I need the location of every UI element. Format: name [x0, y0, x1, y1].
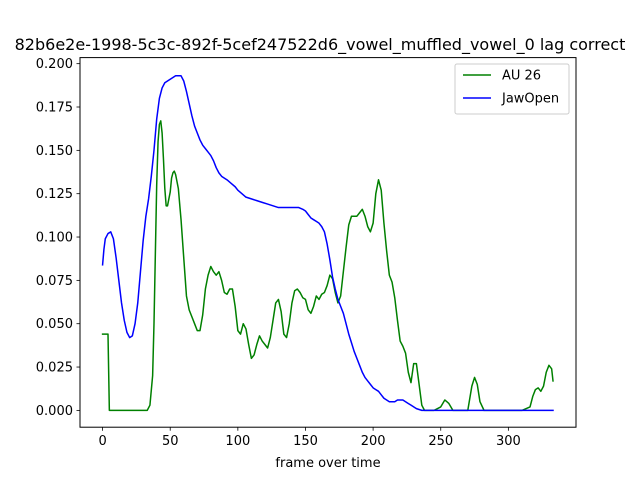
series-line-jawopen [101, 75, 554, 412]
x-axis-label: frame over time [275, 456, 380, 471]
x-tick-label: 300 [496, 434, 521, 449]
series-line-au26 [101, 120, 554, 412]
y-axis: 0.000 0.025 0.050 0.075 0.100 0.125 0.150 0.175… [36, 57, 80, 419]
legend: AU 26 JawOpen [454, 63, 570, 115]
x-axis: 0 50 100 150 200 250 300 [98, 427, 521, 449]
y-tick-label: 0.200 [36, 57, 73, 72]
series-layer [101, 75, 554, 412]
y-tick-label: 0.125 [36, 187, 73, 202]
plot-area [79, 57, 577, 428]
x-tick-label: 50 [162, 434, 179, 449]
legend-label-au26: AU 26 [502, 69, 541, 84]
y-tick-label: 0.000 [36, 404, 73, 419]
x-tick-label: 200 [361, 434, 386, 449]
legend-box [454, 63, 570, 115]
x-tick-label: 100 [225, 434, 250, 449]
legend-label-jawopen: JawOpen [501, 92, 559, 107]
chart-title: 82b6e2e-1998-5c3c-892f-5cef247522d6_vowe… [15, 35, 626, 55]
y-tick-label: 0.075 [36, 274, 73, 289]
x-tick-label: 250 [428, 434, 453, 449]
x-tick-label: 150 [293, 434, 318, 449]
x-tick-label: 0 [98, 434, 106, 449]
y-tick-label: 0.050 [36, 317, 73, 332]
y-tick-label: 0.100 [36, 231, 73, 246]
y-tick-label: 0.150 [36, 144, 73, 159]
y-tick-label: 0.025 [36, 361, 73, 376]
y-tick-label: 0.175 [36, 101, 73, 116]
